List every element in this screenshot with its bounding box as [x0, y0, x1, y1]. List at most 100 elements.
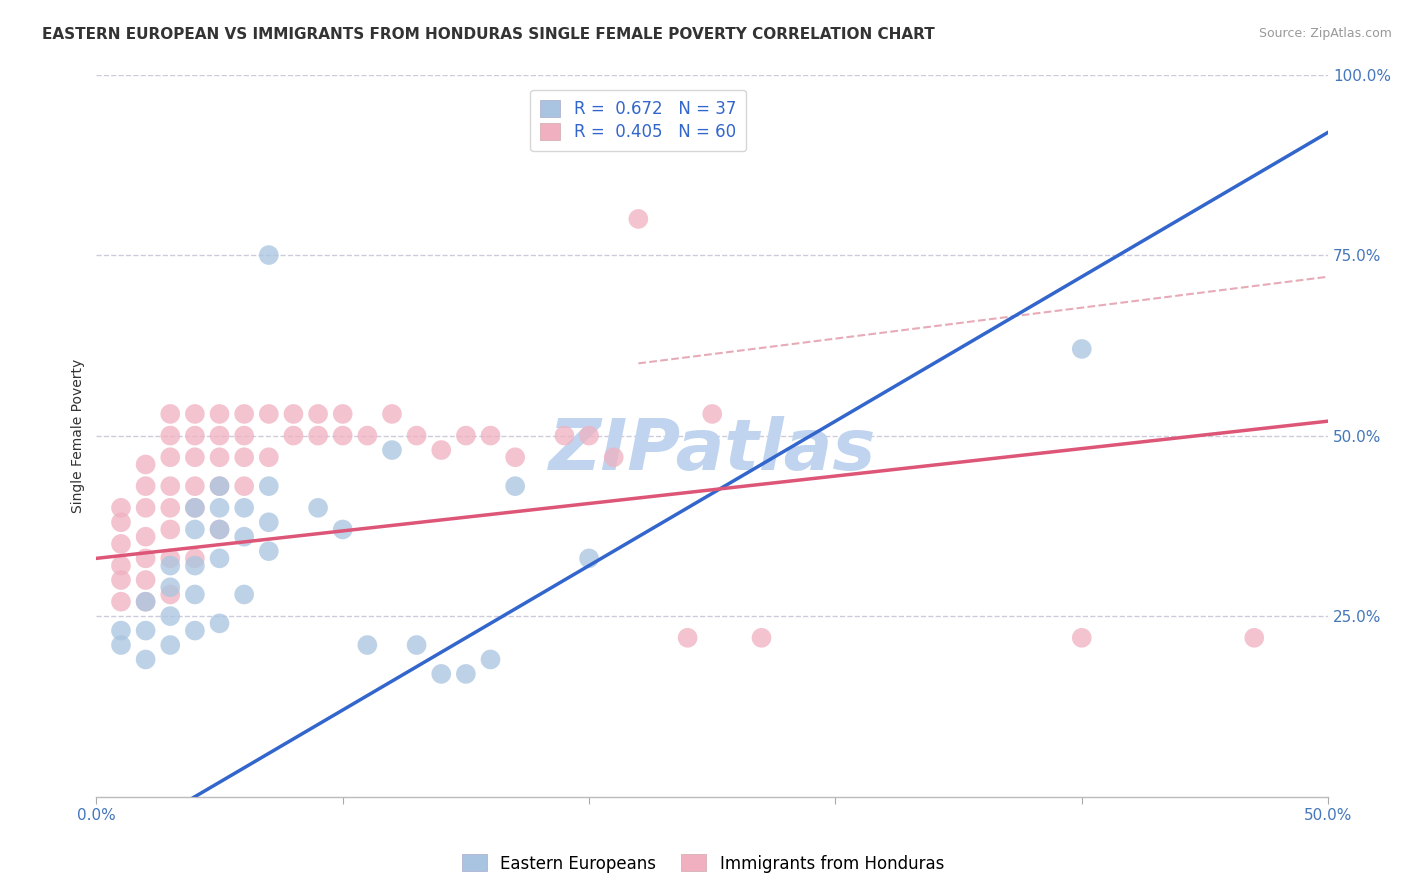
Text: Source: ZipAtlas.com: Source: ZipAtlas.com [1258, 27, 1392, 40]
Point [184, 479, 207, 493]
Point [208, 523, 231, 537]
Point [233, 450, 256, 465]
Legend: Eastern Europeans, Immigrants from Honduras: Eastern Europeans, Immigrants from Hondu… [456, 847, 950, 880]
Point [110, 595, 132, 609]
Point [208, 407, 231, 421]
Point [135, 595, 157, 609]
Point [135, 595, 157, 609]
Point [135, 530, 157, 544]
Point [233, 500, 256, 515]
Point [283, 428, 305, 442]
Point [159, 609, 181, 624]
Point [578, 428, 600, 442]
Point [430, 667, 453, 681]
Point [1070, 631, 1092, 645]
Point [257, 407, 280, 421]
Point [257, 515, 280, 529]
Text: EASTERN EUROPEAN VS IMMIGRANTS FROM HONDURAS SINGLE FEMALE POVERTY CORRELATION C: EASTERN EUROPEAN VS IMMIGRANTS FROM HOND… [42, 27, 935, 42]
Point [159, 638, 181, 652]
Point [356, 428, 378, 442]
Point [208, 428, 231, 442]
Point [110, 500, 132, 515]
Point [381, 407, 404, 421]
Point [208, 479, 231, 493]
Point [208, 500, 231, 515]
Point [184, 428, 207, 442]
Point [159, 407, 181, 421]
Point [233, 407, 256, 421]
Point [135, 551, 157, 566]
Point [430, 443, 453, 458]
Point [135, 458, 157, 472]
Point [184, 450, 207, 465]
Point [159, 558, 181, 573]
Point [553, 428, 575, 442]
Point [208, 450, 231, 465]
Point [159, 428, 181, 442]
Point [184, 587, 207, 601]
Point [257, 248, 280, 262]
Point [110, 573, 132, 587]
Point [159, 587, 181, 601]
Point [405, 428, 427, 442]
Point [702, 407, 724, 421]
Point [332, 523, 354, 537]
Y-axis label: Single Female Poverty: Single Female Poverty [72, 359, 86, 513]
Point [184, 523, 207, 537]
Point [184, 624, 207, 638]
Point [1243, 631, 1265, 645]
Point [135, 573, 157, 587]
Point [208, 616, 231, 631]
Point [110, 624, 132, 638]
Point [184, 500, 207, 515]
Text: ZIPatlas: ZIPatlas [548, 416, 876, 484]
Point [135, 479, 157, 493]
Point [159, 551, 181, 566]
Point [159, 479, 181, 493]
Point [307, 500, 329, 515]
Point [110, 558, 132, 573]
Point [676, 631, 699, 645]
Point [381, 443, 404, 458]
Point [233, 530, 256, 544]
Point [283, 407, 305, 421]
Point [184, 500, 207, 515]
Point [503, 479, 526, 493]
Point [110, 537, 132, 551]
Point [627, 211, 650, 226]
Legend: R =  0.672   N = 37, R =  0.405   N = 60: R = 0.672 N = 37, R = 0.405 N = 60 [530, 90, 747, 152]
Point [307, 407, 329, 421]
Point [602, 450, 624, 465]
Point [578, 551, 600, 566]
Point [454, 667, 477, 681]
Point [479, 428, 502, 442]
Point [159, 580, 181, 594]
Point [184, 551, 207, 566]
Point [307, 428, 329, 442]
Point [184, 558, 207, 573]
Point [135, 624, 157, 638]
Point [208, 523, 231, 537]
Point [503, 450, 526, 465]
Point [356, 638, 378, 652]
Point [332, 428, 354, 442]
Point [208, 551, 231, 566]
Point [233, 587, 256, 601]
Point [135, 652, 157, 666]
Point [405, 638, 427, 652]
Point [454, 428, 477, 442]
Point [159, 523, 181, 537]
Point [110, 515, 132, 529]
Point [159, 450, 181, 465]
Point [184, 407, 207, 421]
Point [233, 428, 256, 442]
Point [751, 631, 773, 645]
Point [233, 479, 256, 493]
Point [479, 652, 502, 666]
Point [208, 479, 231, 493]
Point [257, 544, 280, 558]
Point [257, 450, 280, 465]
Point [159, 500, 181, 515]
Point [110, 638, 132, 652]
Point [1070, 342, 1092, 356]
